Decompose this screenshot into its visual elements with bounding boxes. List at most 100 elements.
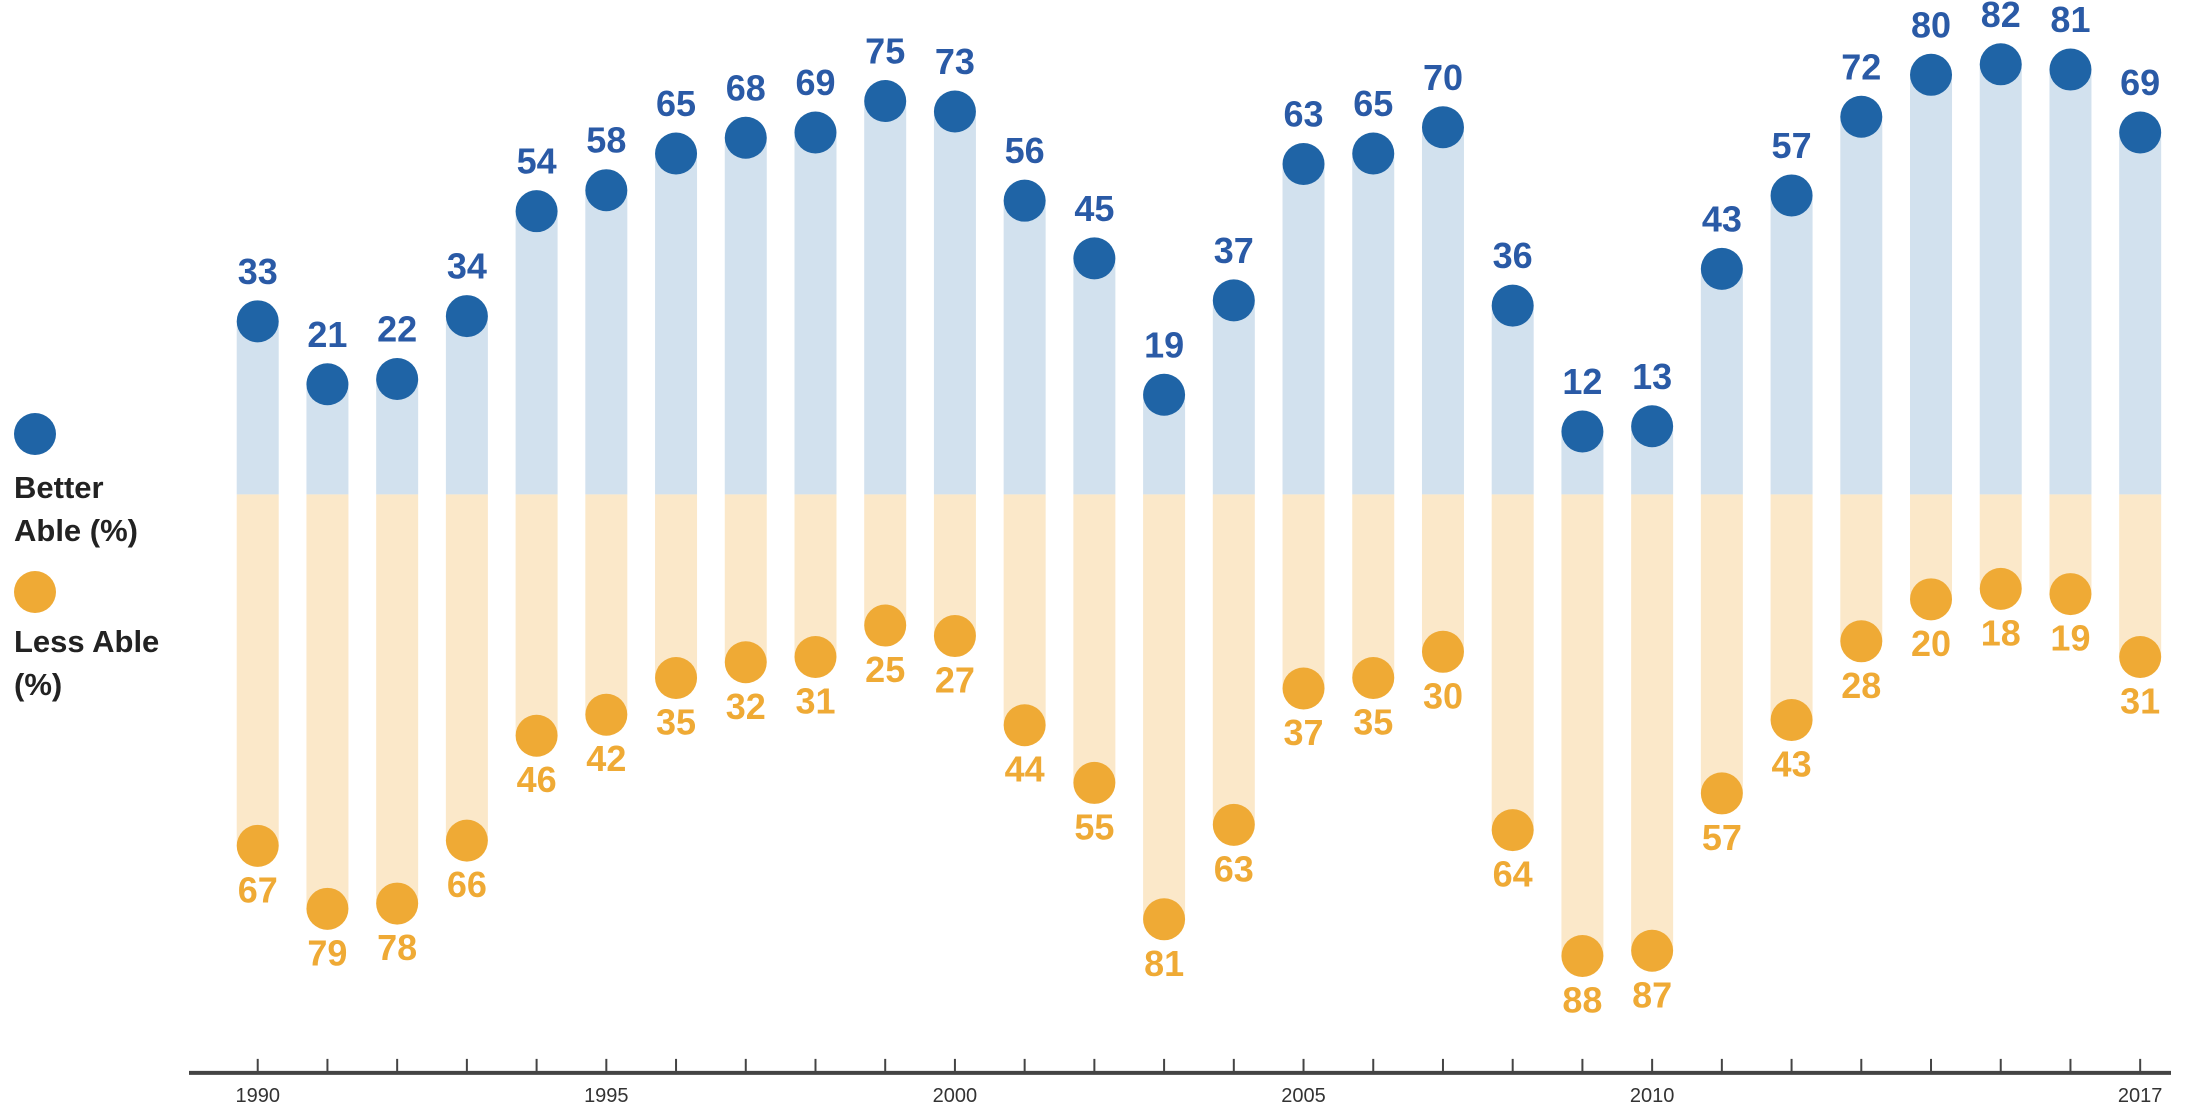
value-label: 18 xyxy=(1981,612,2021,653)
dot xyxy=(1491,809,1534,852)
value-label: 87 xyxy=(1632,974,1672,1015)
bar xyxy=(236,321,279,495)
value-label: 69 xyxy=(795,62,835,103)
bar xyxy=(445,494,488,841)
bar xyxy=(236,494,279,846)
dot xyxy=(864,604,907,647)
value-label: 63 xyxy=(1284,93,1324,134)
x-tick-label: 2005 xyxy=(1281,1085,1326,1105)
dot xyxy=(1910,578,1953,621)
bar xyxy=(1003,494,1046,726)
dot xyxy=(1561,410,1604,453)
value-label: 55 xyxy=(1074,806,1114,847)
dot xyxy=(1352,132,1395,175)
value-label: 12 xyxy=(1562,361,1602,402)
dot xyxy=(724,116,767,159)
value-label: 82 xyxy=(1981,0,2021,35)
x-tick-label: 2010 xyxy=(1630,1085,1675,1105)
x-tick-label: 2017 xyxy=(2118,1085,2163,1105)
bar xyxy=(1700,268,1743,495)
dot xyxy=(794,111,837,154)
dot xyxy=(2119,636,2162,679)
bar xyxy=(585,494,628,715)
bar xyxy=(1491,305,1534,495)
bar xyxy=(1491,494,1534,831)
value-label: 64 xyxy=(1493,854,1533,895)
bar xyxy=(933,494,976,637)
bar xyxy=(1212,494,1255,825)
dot xyxy=(1282,667,1325,710)
dot xyxy=(1421,106,1464,149)
legend-dot xyxy=(14,571,56,613)
dot xyxy=(794,636,837,679)
value-label: 43 xyxy=(1702,198,1742,239)
dot xyxy=(1073,761,1116,804)
value-label: 19 xyxy=(2050,618,2090,659)
value-label: 57 xyxy=(1772,125,1812,166)
dot xyxy=(1143,898,1186,941)
value-label: 25 xyxy=(865,649,905,690)
value-label: 57 xyxy=(1702,817,1742,858)
value-label: 56 xyxy=(1005,130,1045,171)
value-label: 42 xyxy=(586,738,626,779)
bar xyxy=(1073,258,1116,495)
value-label: 43 xyxy=(1772,743,1812,784)
dot xyxy=(515,714,558,757)
value-label: 67 xyxy=(238,869,278,910)
dot xyxy=(1979,567,2022,610)
bar xyxy=(1143,494,1186,920)
value-label: 63 xyxy=(1214,848,1254,889)
value-label: 35 xyxy=(656,702,696,743)
bar xyxy=(1003,200,1046,495)
bar xyxy=(1979,64,2022,495)
value-label: 81 xyxy=(2050,0,2090,40)
bar xyxy=(794,132,837,495)
value-label: 58 xyxy=(586,120,626,161)
dot xyxy=(1143,373,1186,416)
value-label: 20 xyxy=(1911,623,1951,664)
dot xyxy=(445,295,488,338)
value-label: 37 xyxy=(1214,230,1254,271)
value-label: 33 xyxy=(238,251,278,292)
dot xyxy=(1979,43,2022,86)
dot xyxy=(306,363,349,406)
bar xyxy=(1770,494,1813,720)
bar xyxy=(1631,494,1674,951)
value-label: 31 xyxy=(795,681,835,722)
bar xyxy=(2119,494,2162,658)
bar xyxy=(585,190,628,495)
bar xyxy=(1212,300,1255,495)
value-label: 72 xyxy=(1841,46,1881,87)
dot xyxy=(236,300,279,343)
dot xyxy=(1282,142,1325,185)
bar xyxy=(1421,127,1464,495)
value-label: 22 xyxy=(377,309,417,350)
value-label: 88 xyxy=(1562,980,1602,1021)
dot xyxy=(1700,247,1743,290)
value-label: 45 xyxy=(1074,188,1114,229)
bar xyxy=(515,211,558,495)
dot xyxy=(655,657,698,700)
bar xyxy=(864,494,907,626)
bar xyxy=(1421,494,1464,652)
dot xyxy=(585,169,628,212)
dot xyxy=(236,824,279,867)
bar xyxy=(306,494,349,909)
dot xyxy=(515,190,558,233)
value-label: 19 xyxy=(1144,324,1184,365)
dot xyxy=(1003,179,1046,222)
bar xyxy=(1282,163,1325,495)
dot xyxy=(2119,111,2162,154)
bar xyxy=(515,494,558,736)
legend-label: Less Able (%) xyxy=(14,624,160,702)
dot xyxy=(1212,279,1255,322)
bar xyxy=(724,494,767,663)
value-label: 80 xyxy=(1911,4,1951,45)
value-label: 35 xyxy=(1353,702,1393,743)
legend-dot xyxy=(14,413,56,455)
bar xyxy=(445,316,488,495)
value-label: 31 xyxy=(2120,681,2160,722)
x-tick-label: 1990 xyxy=(235,1085,280,1105)
value-label: 21 xyxy=(307,314,347,355)
dot xyxy=(1770,174,1813,217)
